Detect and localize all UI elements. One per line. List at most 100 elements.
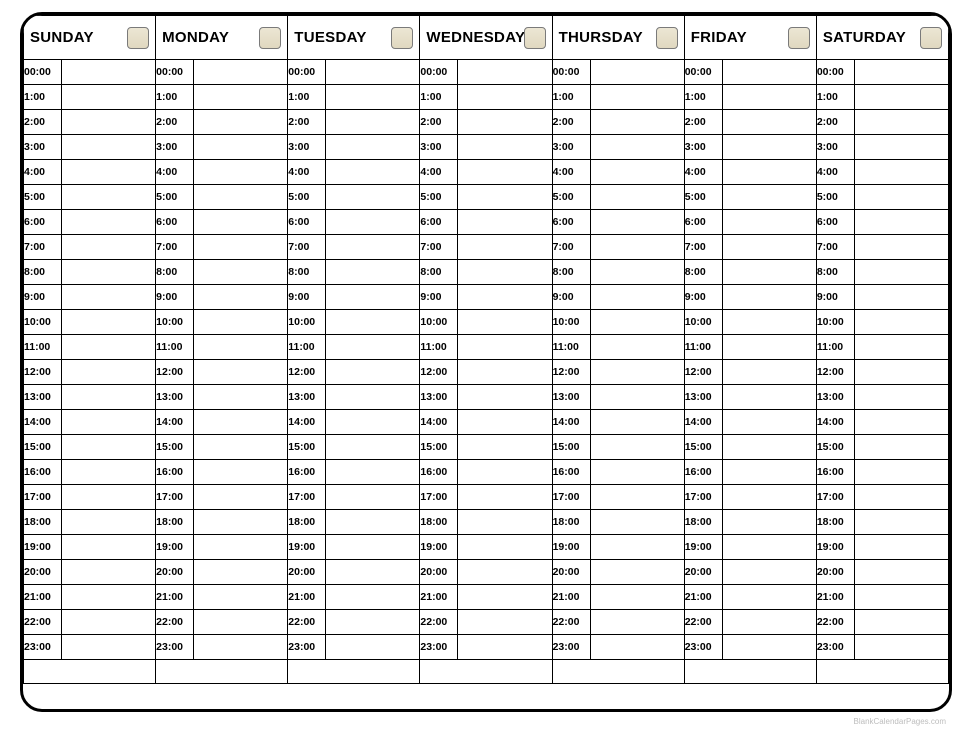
- schedule-slot[interactable]: [326, 85, 420, 110]
- schedule-slot[interactable]: [590, 260, 684, 285]
- schedule-slot[interactable]: [458, 235, 552, 260]
- schedule-slot[interactable]: [458, 110, 552, 135]
- schedule-slot[interactable]: [326, 110, 420, 135]
- schedule-slot[interactable]: [722, 460, 816, 485]
- schedule-slot[interactable]: [194, 210, 288, 235]
- schedule-slot[interactable]: [326, 485, 420, 510]
- schedule-slot[interactable]: [854, 385, 948, 410]
- schedule-slot[interactable]: [326, 60, 420, 85]
- schedule-slot[interactable]: [326, 185, 420, 210]
- schedule-slot[interactable]: [458, 485, 552, 510]
- day-checkbox-thursday[interactable]: [656, 27, 678, 49]
- schedule-slot[interactable]: [326, 360, 420, 385]
- schedule-slot[interactable]: [326, 285, 420, 310]
- schedule-slot[interactable]: [62, 285, 156, 310]
- schedule-slot[interactable]: [326, 535, 420, 560]
- schedule-slot[interactable]: [590, 560, 684, 585]
- schedule-slot[interactable]: [590, 210, 684, 235]
- schedule-slot[interactable]: [722, 235, 816, 260]
- schedule-slot[interactable]: [458, 85, 552, 110]
- schedule-slot[interactable]: [194, 585, 288, 610]
- schedule-slot[interactable]: [854, 435, 948, 460]
- schedule-slot[interactable]: [854, 135, 948, 160]
- schedule-slot[interactable]: [722, 260, 816, 285]
- schedule-slot[interactable]: [854, 585, 948, 610]
- schedule-slot[interactable]: [854, 335, 948, 360]
- schedule-slot[interactable]: [194, 535, 288, 560]
- schedule-slot[interactable]: [590, 110, 684, 135]
- schedule-slot[interactable]: [194, 485, 288, 510]
- schedule-slot[interactable]: [722, 135, 816, 160]
- schedule-slot[interactable]: [458, 335, 552, 360]
- schedule-slot[interactable]: [854, 460, 948, 485]
- schedule-slot[interactable]: [458, 510, 552, 535]
- day-checkbox-tuesday[interactable]: [391, 27, 413, 49]
- day-checkbox-saturday[interactable]: [920, 27, 942, 49]
- schedule-slot[interactable]: [194, 235, 288, 260]
- schedule-slot[interactable]: [62, 535, 156, 560]
- schedule-slot[interactable]: [854, 635, 948, 660]
- schedule-slot[interactable]: [62, 435, 156, 460]
- schedule-slot[interactable]: [722, 160, 816, 185]
- schedule-slot[interactable]: [62, 210, 156, 235]
- schedule-slot[interactable]: [62, 335, 156, 360]
- schedule-slot[interactable]: [326, 560, 420, 585]
- schedule-slot[interactable]: [722, 385, 816, 410]
- schedule-slot[interactable]: [722, 610, 816, 635]
- schedule-slot[interactable]: [458, 285, 552, 310]
- schedule-slot[interactable]: [854, 110, 948, 135]
- schedule-slot[interactable]: [722, 60, 816, 85]
- schedule-slot[interactable]: [62, 460, 156, 485]
- schedule-slot[interactable]: [62, 510, 156, 535]
- schedule-slot[interactable]: [458, 635, 552, 660]
- schedule-slot[interactable]: [62, 585, 156, 610]
- schedule-slot[interactable]: [722, 110, 816, 135]
- schedule-slot[interactable]: [62, 410, 156, 435]
- schedule-slot[interactable]: [722, 335, 816, 360]
- schedule-slot[interactable]: [458, 210, 552, 235]
- schedule-slot[interactable]: [854, 360, 948, 385]
- schedule-slot[interactable]: [62, 635, 156, 660]
- schedule-slot[interactable]: [854, 560, 948, 585]
- schedule-slot[interactable]: [326, 510, 420, 535]
- schedule-slot[interactable]: [194, 160, 288, 185]
- schedule-slot[interactable]: [854, 485, 948, 510]
- schedule-slot[interactable]: [194, 435, 288, 460]
- schedule-slot[interactable]: [590, 535, 684, 560]
- schedule-slot[interactable]: [326, 135, 420, 160]
- schedule-slot[interactable]: [590, 610, 684, 635]
- schedule-slot[interactable]: [326, 585, 420, 610]
- schedule-slot[interactable]: [326, 385, 420, 410]
- schedule-slot[interactable]: [854, 235, 948, 260]
- schedule-slot[interactable]: [722, 360, 816, 385]
- schedule-slot[interactable]: [326, 260, 420, 285]
- schedule-slot[interactable]: [62, 360, 156, 385]
- schedule-slot[interactable]: [194, 335, 288, 360]
- schedule-slot[interactable]: [854, 260, 948, 285]
- schedule-slot[interactable]: [590, 385, 684, 410]
- schedule-slot[interactable]: [590, 285, 684, 310]
- schedule-slot[interactable]: [854, 60, 948, 85]
- schedule-slot[interactable]: [722, 510, 816, 535]
- schedule-slot[interactable]: [194, 185, 288, 210]
- schedule-slot[interactable]: [854, 610, 948, 635]
- schedule-slot[interactable]: [194, 285, 288, 310]
- schedule-slot[interactable]: [722, 410, 816, 435]
- day-checkbox-wednesday[interactable]: [524, 27, 546, 49]
- schedule-slot[interactable]: [194, 385, 288, 410]
- schedule-slot[interactable]: [62, 610, 156, 635]
- schedule-slot[interactable]: [194, 85, 288, 110]
- schedule-slot[interactable]: [458, 585, 552, 610]
- schedule-slot[interactable]: [722, 635, 816, 660]
- schedule-slot[interactable]: [326, 610, 420, 635]
- schedule-slot[interactable]: [590, 460, 684, 485]
- schedule-slot[interactable]: [458, 360, 552, 385]
- day-checkbox-friday[interactable]: [788, 27, 810, 49]
- schedule-slot[interactable]: [458, 310, 552, 335]
- schedule-slot[interactable]: [194, 310, 288, 335]
- schedule-slot[interactable]: [854, 160, 948, 185]
- schedule-slot[interactable]: [326, 435, 420, 460]
- schedule-slot[interactable]: [590, 435, 684, 460]
- schedule-slot[interactable]: [590, 135, 684, 160]
- schedule-slot[interactable]: [326, 310, 420, 335]
